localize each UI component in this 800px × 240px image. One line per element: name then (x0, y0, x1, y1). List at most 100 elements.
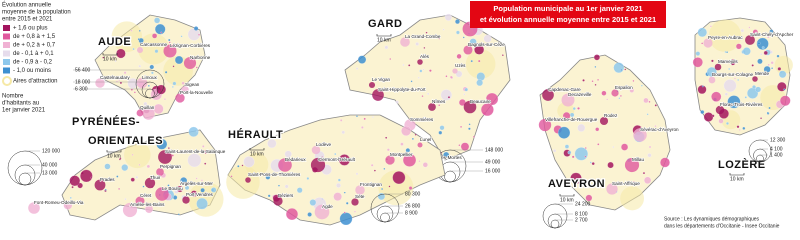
commune-bubble (697, 27, 707, 38)
commune-bubble (90, 176, 93, 179)
city-label: Saint-Hippolyte-du-Fort (378, 87, 426, 92)
size-legend-label: 120 000 (42, 148, 60, 154)
commune-bubble (423, 46, 426, 49)
city-bubble (158, 150, 172, 164)
city-bubble (136, 77, 148, 89)
city-label: Saint-Affrique (612, 181, 640, 186)
commune-bubble (709, 25, 712, 28)
commune-bubble (724, 92, 728, 96)
commune-bubble (167, 147, 170, 149)
commune-bubble (456, 53, 462, 59)
commune-bubble (357, 55, 367, 64)
scale-bar (376, 34, 392, 37)
commune-bubble (133, 91, 136, 94)
commune-bubble (460, 142, 470, 151)
city-bubble (355, 185, 365, 195)
city-bubble (463, 100, 477, 114)
commune-bubble (395, 100, 399, 104)
city-bubble (542, 89, 554, 101)
city-bubble (372, 89, 384, 101)
city-bubble (314, 204, 330, 220)
commune-bubble (752, 103, 755, 106)
commune-bubble (594, 65, 597, 68)
commune-bubble (160, 31, 163, 34)
city-bubble (385, 155, 395, 165)
city-label: Thuir (150, 175, 161, 180)
source: Source : Les dynamiques démographiques (664, 216, 760, 222)
commune-bubble (154, 17, 161, 24)
city-label: Bourgs-sur-Colagne (712, 72, 754, 77)
commune-bubble (206, 192, 210, 196)
size-legend-label: 1 400 (770, 152, 783, 158)
commune-bubble (591, 80, 594, 83)
legend-swatch (3, 50, 10, 57)
city-label: Aigues-Mortes (432, 155, 462, 160)
commune-bubble (164, 98, 166, 101)
city-bubble (714, 63, 722, 71)
commune-bubble (703, 112, 714, 122)
commune-bubble (711, 91, 722, 102)
size-legend-circle (380, 212, 390, 223)
size-legend-circle (444, 170, 456, 183)
size-legend-circle (14, 164, 36, 186)
commune-bubble (137, 38, 140, 41)
city-label: Sévérac-d'Aveyron (640, 127, 679, 132)
commune-bubble (483, 34, 492, 43)
commune-bubble (370, 163, 374, 167)
commune-bubble (438, 130, 443, 135)
size-legend-label: 8 100 (575, 211, 588, 217)
map-figure: Carcassonne Lézignan-Corbières Narbonne Cas… (2, 1, 794, 229)
legend-title: Évolution annuelle (2, 2, 52, 9)
commune-bubble (196, 130, 199, 133)
city-label: Decazeville (568, 92, 592, 97)
commune-bubble (354, 210, 356, 213)
city-label: Bédarieux (285, 157, 306, 162)
city-bubble (273, 196, 283, 206)
commune-bubble (767, 63, 770, 66)
commune-bubble (701, 85, 704, 88)
commune-bubble (377, 192, 385, 201)
commune-bubble (456, 30, 460, 35)
commune-bubble (718, 118, 724, 124)
commune-bubble (131, 153, 134, 156)
commune-bubble (469, 38, 477, 46)
commune-bubble (202, 185, 205, 188)
commune-bubble (154, 49, 159, 53)
city-bubble (417, 59, 423, 65)
scale-label: 10 km (103, 56, 117, 62)
city-bubble (599, 116, 609, 126)
commune-bubble (597, 143, 600, 146)
commune-bubble (771, 67, 774, 70)
city-label: Florac-Trois-Rivières (720, 102, 763, 107)
commune-bubble (464, 87, 468, 92)
city-label: Le Vigan (372, 77, 390, 82)
commune-bubble (594, 83, 597, 86)
commune-bubble (237, 165, 240, 168)
commune-bubble (619, 94, 622, 97)
commune-bubble (137, 87, 140, 89)
commune-bubble (443, 151, 450, 158)
commune-bubble (104, 163, 111, 170)
commune-bubble (124, 198, 127, 201)
commune-bubble (333, 192, 342, 201)
commune-bubble (574, 147, 588, 161)
city-label: Lézignan-Corbières (170, 43, 211, 48)
commune-bubble (419, 69, 423, 73)
city-label: Argelès-sur-Mer (180, 181, 213, 186)
commune-bubble (761, 46, 765, 50)
legend-label: Aires d'attraction (13, 79, 58, 85)
commune-bubble (582, 79, 585, 82)
legend-swatch (3, 67, 10, 74)
city-label: Villefranche-de-Rouergue (545, 117, 598, 122)
commune-bubble (408, 186, 413, 190)
commune-bubble (478, 59, 481, 63)
commune-bubble (603, 179, 606, 182)
city-bubble (715, 105, 725, 115)
commune-bubble (119, 81, 123, 85)
city-bubble (463, 45, 473, 55)
city-label: Carcassonne (140, 42, 168, 47)
commune-bubble (450, 76, 452, 78)
city-bubble (181, 86, 189, 94)
city-bubble (136, 46, 144, 54)
commune-bubble (621, 143, 629, 151)
